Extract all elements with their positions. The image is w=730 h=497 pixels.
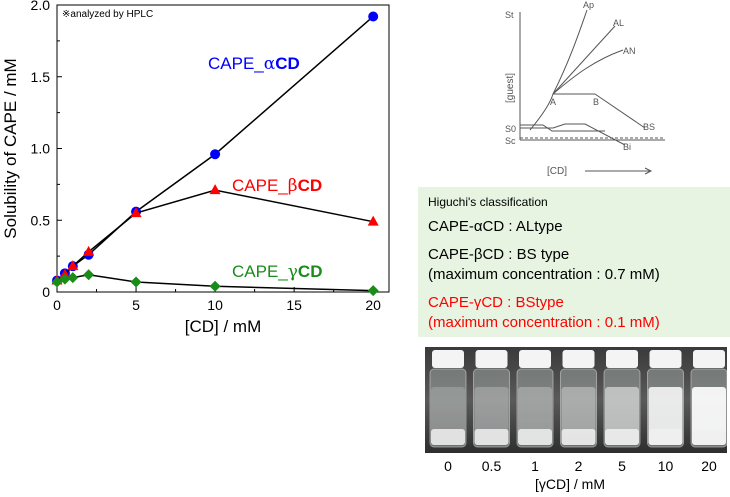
data-point <box>368 11 379 22</box>
vial-sediment <box>605 429 639 445</box>
data-point <box>67 260 79 271</box>
vial-label: 10 <box>657 458 674 474</box>
vial-photo <box>425 347 727 453</box>
y-tick-label: 1.5 <box>31 69 51 85</box>
y-tick-label: 1.0 <box>31 141 51 157</box>
vial-body <box>473 368 510 448</box>
data-point <box>83 245 95 256</box>
diagram-xlabel: [CD] <box>547 166 567 177</box>
vial-cap <box>475 350 508 368</box>
data-point <box>209 184 221 195</box>
vial-label: 2 <box>574 458 583 474</box>
data-point <box>67 272 79 284</box>
data-point <box>209 280 221 292</box>
diagram-label-ap: Ap <box>583 0 594 10</box>
vial-label: 5 <box>618 458 626 474</box>
vial-sediment <box>431 429 465 445</box>
x-tick-label: 0 <box>53 297 61 313</box>
vial-cap <box>606 350 638 368</box>
series-label-1: CAPE_βCD <box>232 176 322 196</box>
vial-cap <box>432 350 464 368</box>
diagram-label-s0: S0 <box>505 124 516 134</box>
diagram-label-st: St <box>505 10 514 20</box>
chart-note: ※analyzed by HPLC <box>62 9 153 20</box>
vial-cap <box>649 350 682 368</box>
data-point <box>210 149 221 160</box>
data-point <box>83 269 95 281</box>
plot-frame <box>56 4 390 293</box>
y-tick-label: 0.5 <box>31 212 51 228</box>
classification-panel: Higuchi's classification CAPE-αCD : ALty… <box>418 187 730 337</box>
vial-label: 0.5 <box>481 458 502 474</box>
data-point <box>367 285 379 297</box>
vial-sediment <box>518 429 552 445</box>
gamma-max-concentration: (maximum concentration : 0.1 mM) <box>428 314 660 331</box>
vial-sediment <box>648 429 683 445</box>
higuchi-diagram: St Ap AL AN A B BS Bi S0 Sc [guest] [CD] <box>505 0 665 177</box>
series-label-2: CAPE_γCD <box>232 262 322 282</box>
x-tick-label: 10 <box>207 297 223 313</box>
vial-body <box>516 368 554 448</box>
vial-cap <box>693 350 725 368</box>
data-point <box>130 207 142 218</box>
beta-classification: CAPE-βCD : BS type <box>428 246 570 263</box>
vial-label: 1 <box>531 458 539 474</box>
diagram-label-bi: Bi <box>623 142 631 152</box>
vial-axis-label: [γCD] / mM <box>535 476 605 492</box>
series-label-0: CAPE_αCD <box>208 54 300 74</box>
y-tick-label: 2.0 <box>31 0 51 13</box>
diagram-label-sc: Sc <box>505 136 516 146</box>
x-tick-label: 5 <box>132 297 140 313</box>
data-point <box>130 276 142 288</box>
diagram-label-al: AL <box>613 18 624 28</box>
vial-sediment <box>561 429 596 445</box>
vial-sediment <box>692 429 726 445</box>
diagram-label-an: AN <box>623 46 636 56</box>
vial-cap <box>519 350 551 368</box>
x-tick-label: 15 <box>286 297 302 313</box>
x-tick-label: 20 <box>365 297 381 313</box>
beta-max-concentration: (maximum concentration : 0.7 mM) <box>428 266 660 283</box>
vial-label: 0 <box>444 458 452 474</box>
diagram-label-bs: BS <box>643 122 655 132</box>
vial-sediment <box>474 429 509 445</box>
diagram-label-a: A <box>550 97 556 107</box>
diagram-ylabel: [guest] <box>505 73 516 103</box>
series-line-1 <box>56 189 374 282</box>
diagram-label-b: B <box>593 97 599 107</box>
vial-body <box>429 368 467 448</box>
y-axis-label: Solubility of CAPE / mM <box>1 58 20 238</box>
alpha-classification: CAPE-αCD : ALtype <box>428 218 563 235</box>
gamma-classification: CAPE-γCD : BStype <box>428 294 564 311</box>
vial-body <box>560 368 597 448</box>
vial-cap <box>562 350 595 368</box>
vial-label: 20 <box>701 458 717 474</box>
solubility-chart: 0 5 10 15 20 0 0.5 1.0 1.5 2.0 [CD] / mM Solubility… <box>1 0 390 336</box>
x-axis-label: [CD] / mM <box>185 317 262 336</box>
classification-title: Higuchi's classification <box>428 195 548 209</box>
y-tick-label: 0 <box>42 284 50 300</box>
data-point <box>367 215 379 226</box>
data-point <box>59 273 71 285</box>
